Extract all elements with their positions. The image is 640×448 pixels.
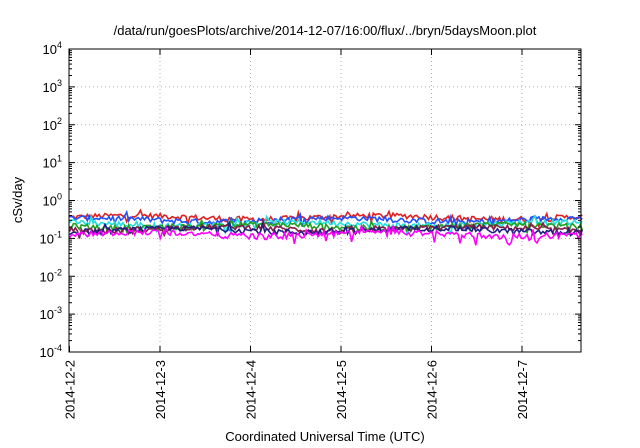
y-tick-label: 101: [43, 154, 62, 171]
x-tick-label: 2014-12-2: [63, 360, 78, 419]
y-tick-label: 102: [43, 116, 62, 133]
series-line: [69, 208, 583, 230]
x-tick-labels: 2014-12-2 2014-12-3 2014-12-4 2014-12-5 2014…: [63, 360, 531, 419]
y-tick-label: 100: [43, 192, 62, 209]
y-tick-label: 10-4: [40, 343, 62, 360]
series-line: [68, 218, 583, 239]
chart-title: /data/run/goesPlots/archive/2014-12-07/1…: [114, 23, 537, 38]
x-tick-label: 2014-12-7: [515, 360, 530, 419]
grid: [69, 49, 581, 352]
y-tick-label: 103: [43, 78, 62, 95]
y-tick-label: 10-3: [40, 305, 62, 322]
x-tick-label: 2014-12-6: [425, 360, 440, 419]
y-tick-label: 10-1: [40, 229, 62, 246]
y-axis-label: cSv/day: [10, 176, 25, 223]
ticks: [69, 48, 581, 353]
x-tick-label: 2014-12-4: [244, 360, 259, 419]
x-tick-label: 2014-12-5: [334, 360, 349, 419]
x-tick-label: 2014-12-3: [153, 360, 168, 419]
series-line: [69, 219, 584, 238]
y-tick-labels: 10-4 10-3 10-2 10-1 100 101 102 103 104: [40, 40, 62, 360]
y-tick-label: 104: [43, 40, 62, 57]
x-axis-label: Coordinated Universal Time (UTC): [225, 429, 424, 444]
series-line: [68, 223, 583, 247]
series-layer: [68, 208, 584, 247]
y-tick-label: 10-2: [40, 267, 62, 284]
